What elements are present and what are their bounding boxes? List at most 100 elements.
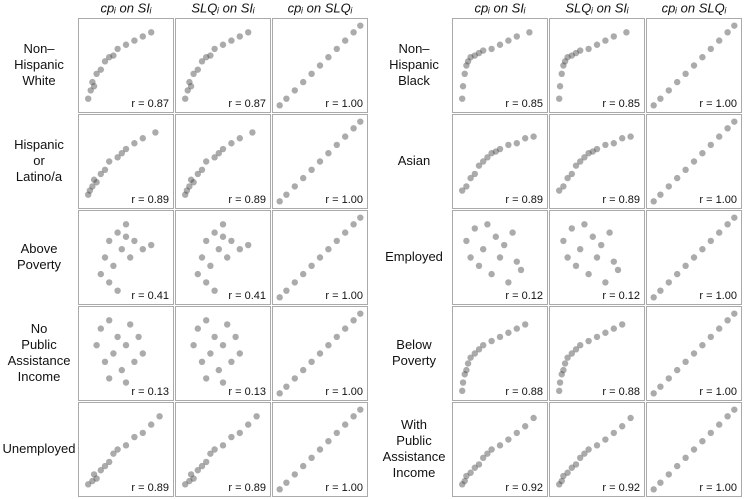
point <box>219 221 227 228</box>
group-label: White <box>22 73 55 88</box>
point <box>682 358 689 365</box>
point <box>106 237 113 245</box>
point <box>232 333 239 341</box>
group-label: Assistance <box>8 353 71 368</box>
point <box>283 287 290 294</box>
point <box>560 366 567 374</box>
group-label: Employed <box>385 249 443 264</box>
point <box>484 221 491 228</box>
panel-frame <box>272 306 368 401</box>
panel-frame <box>549 306 645 401</box>
group-label: Poverty <box>17 257 62 272</box>
point <box>219 342 227 349</box>
group-label: With <box>401 417 427 432</box>
group-label: Public <box>396 433 432 448</box>
point <box>568 52 575 59</box>
point <box>471 350 478 357</box>
point <box>316 158 324 165</box>
point <box>357 118 364 125</box>
column-title: cpᵢ on SIᵢ <box>101 0 152 15</box>
correlation-label: r = 1.00 <box>699 194 737 206</box>
panel-frame <box>175 210 271 305</box>
point <box>650 198 657 205</box>
point <box>682 70 689 78</box>
point <box>211 287 218 294</box>
point <box>572 346 580 353</box>
point <box>556 95 563 102</box>
panel-frame <box>646 306 742 401</box>
point <box>156 413 163 420</box>
point <box>228 140 235 147</box>
point <box>215 246 222 253</box>
point <box>606 229 613 236</box>
correlation-label: r = 0.89 <box>228 194 266 206</box>
point <box>475 262 483 269</box>
point <box>211 229 218 236</box>
panel-frame <box>272 114 368 209</box>
point <box>325 246 332 253</box>
point <box>219 145 227 153</box>
point <box>127 254 134 261</box>
point <box>517 266 525 274</box>
point <box>475 162 483 169</box>
point <box>731 22 738 29</box>
point <box>665 375 672 382</box>
point <box>316 446 324 453</box>
point <box>505 141 512 149</box>
point <box>308 454 315 461</box>
point <box>665 471 672 478</box>
point <box>560 183 567 190</box>
point <box>93 70 100 78</box>
point <box>97 270 105 278</box>
point <box>467 254 474 261</box>
group-label: Public <box>21 337 57 352</box>
point <box>471 225 478 232</box>
point <box>724 413 731 420</box>
point <box>610 429 617 437</box>
correlation-label: r = 1.00 <box>699 482 737 494</box>
point <box>350 221 357 228</box>
panel-frame <box>646 210 742 305</box>
point <box>564 354 571 361</box>
point <box>291 183 298 190</box>
point <box>249 129 256 136</box>
point <box>513 429 520 437</box>
point <box>101 358 109 365</box>
group-label: or <box>33 153 45 168</box>
point <box>106 158 113 165</box>
column-title: cpᵢ on SLQᵢ <box>288 0 353 15</box>
point <box>707 333 714 341</box>
point <box>245 241 252 249</box>
point <box>90 176 98 183</box>
point <box>577 246 584 253</box>
point <box>568 225 575 232</box>
group-label: Black <box>398 73 430 88</box>
point <box>707 141 714 149</box>
point <box>350 413 357 420</box>
point <box>558 70 565 78</box>
point <box>316 62 324 69</box>
correlation-label: r = 1.00 <box>699 290 737 302</box>
point <box>198 462 206 470</box>
point <box>560 472 567 480</box>
point <box>106 458 113 466</box>
point <box>577 47 584 54</box>
point <box>131 140 138 147</box>
point <box>627 414 634 422</box>
point <box>650 294 657 301</box>
point <box>731 406 738 413</box>
point <box>325 438 332 445</box>
column-title: cpᵢ on SIᵢ <box>475 0 526 15</box>
point <box>139 135 146 142</box>
point <box>219 233 227 240</box>
point <box>276 102 283 109</box>
point <box>139 429 146 437</box>
correlation-label: r = 1.00 <box>699 98 737 110</box>
point <box>122 221 130 228</box>
point <box>496 145 504 153</box>
point <box>85 95 92 102</box>
point <box>198 358 206 365</box>
point <box>598 241 605 249</box>
correlation-label: r = 0.89 <box>228 482 266 494</box>
point <box>291 87 298 94</box>
